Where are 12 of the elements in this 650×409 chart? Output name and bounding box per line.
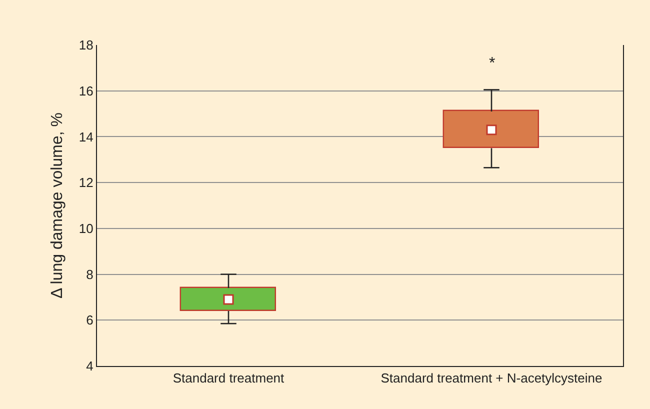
y-tick-label: 6 xyxy=(86,312,94,328)
x-tick-label: Standard treatment + N-acetylcysteine xyxy=(380,370,602,386)
y-tick-label: 14 xyxy=(78,129,94,144)
y-tick-label: 12 xyxy=(78,175,94,190)
annotation: * xyxy=(489,55,496,72)
y-tick-label: 8 xyxy=(86,266,94,282)
y-tick-label: 18 xyxy=(78,38,94,53)
x-tick-label: Standard treatment xyxy=(172,370,285,386)
y-tick-label: 16 xyxy=(78,83,94,98)
y-axis-title: Δ lung damage volume, % xyxy=(48,112,66,298)
y-tick-label: 10 xyxy=(78,220,94,236)
y-tick-label: 4 xyxy=(86,358,94,374)
